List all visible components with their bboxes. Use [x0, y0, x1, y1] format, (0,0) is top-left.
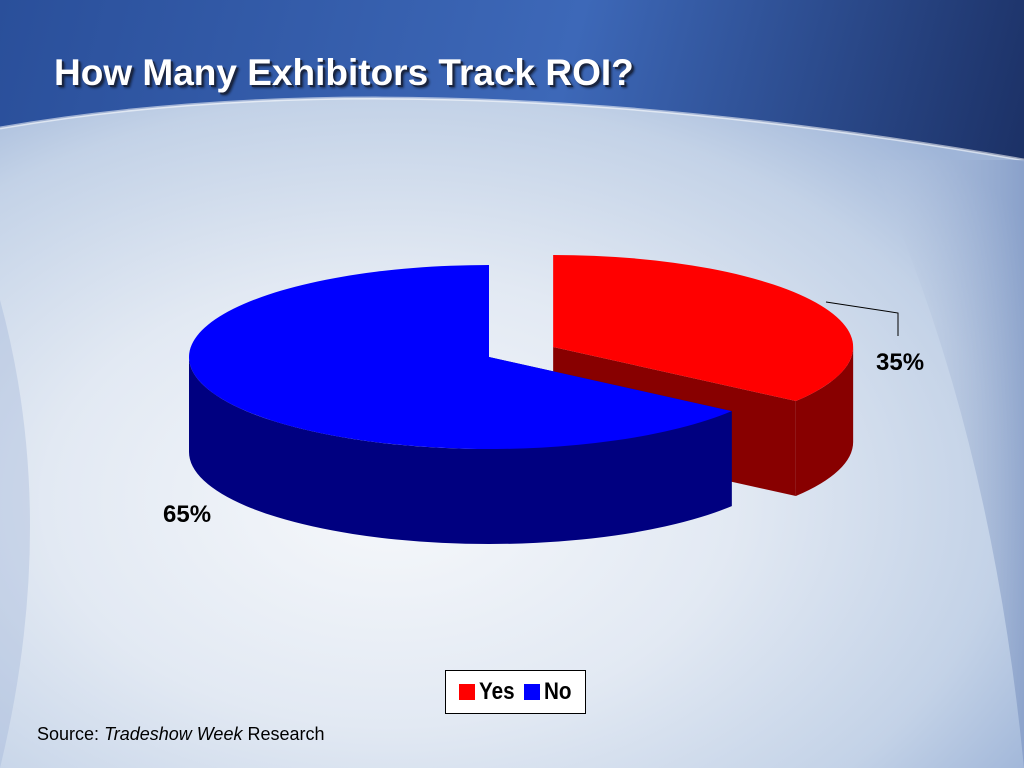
- source-citation: Source: Tradeshow Week Research: [37, 724, 325, 745]
- legend-item-no: No: [524, 678, 572, 706]
- slide-title: How Many Exhibitors Track ROI?: [54, 52, 634, 93]
- pie-slice-top-yes: [553, 254, 854, 402]
- legend-label-no: No: [544, 678, 572, 705]
- pie-slice-top-no: [189, 265, 732, 450]
- chart-legend: Yes No: [445, 670, 586, 714]
- source-suffix: Research: [247, 724, 325, 744]
- pie-slice-wall-yes: [795, 346, 854, 497]
- slice-label-no: 65%: [163, 501, 211, 528]
- pie-slice-wall-no: [188, 357, 732, 545]
- source-prefix: Source:: [37, 724, 100, 744]
- legend-swatch-no: [524, 684, 541, 700]
- legend-swatch-yes: [458, 684, 475, 700]
- source-publication: Tradeshow Week: [104, 724, 243, 744]
- label-leader-line-yes: [825, 301, 899, 336]
- legend-item-yes: Yes: [458, 678, 516, 706]
- legend-label-yes: Yes: [478, 678, 515, 705]
- slice-label-yes: 35%: [876, 349, 924, 376]
- pie-slice-no: [188, 265, 732, 545]
